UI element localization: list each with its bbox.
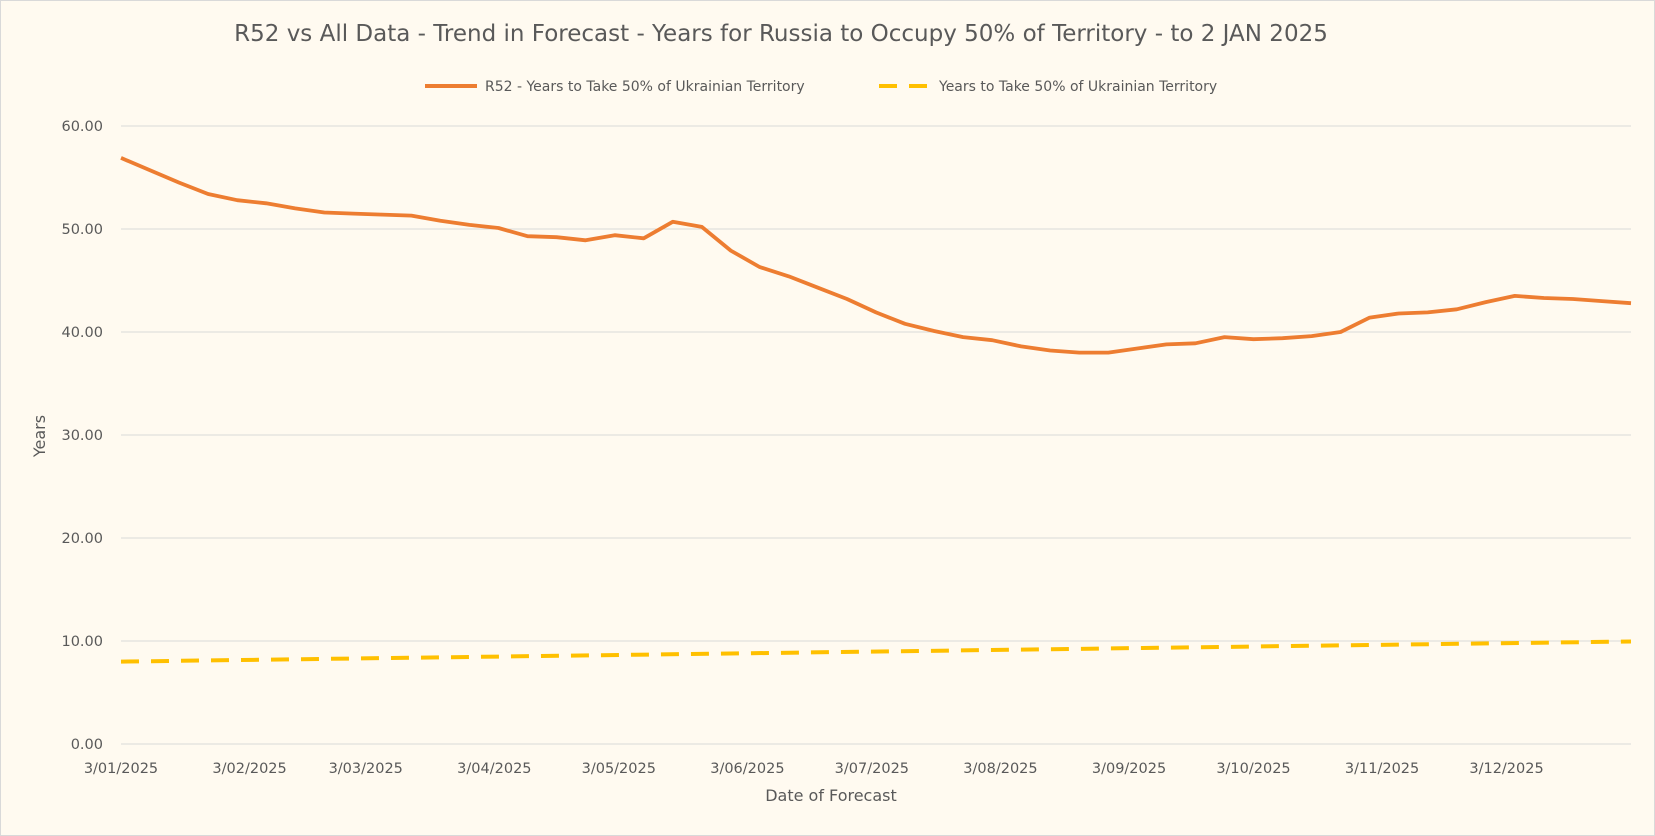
y-axis-ticks: 0.00 10.00 20.00 30.00 40.00 50.00 60.00 [61,119,103,753]
x-tick-label: 3/02/2025 [212,761,286,777]
x-tick-label: 3/09/2025 [1092,761,1166,777]
y-tick-label: 20.00 [61,531,103,547]
y-axis-title: Years [30,415,49,458]
y-tick-label: 0.00 [71,737,103,753]
x-tick-label: 3/01/2025 [84,761,158,777]
x-axis-ticks: 3/01/2025 3/02/2025 3/03/2025 3/04/2025 3/05… [84,761,1544,777]
chart-title: R52 vs All Data - Trend in Forecast - Ye… [234,21,1328,47]
series-lines [120,156,1632,664]
x-tick-label: 3/08/2025 [963,761,1037,777]
gridlines [121,125,1631,745]
y-tick-label: 40.00 [61,325,103,341]
legend-label: Years to Take 50% of Ukrainian Territory [938,79,1217,95]
y-tick-label: 10.00 [61,634,103,650]
x-tick-label: 3/03/2025 [329,761,403,777]
y-tick-label: 60.00 [61,119,103,135]
y-tick-label: 50.00 [61,222,103,238]
legend-label: R52 - Years to Take 50% of Ukrainian Ter… [485,79,805,95]
x-tick-label: 3/12/2025 [1469,761,1543,777]
y-tick-label: 30.00 [61,428,103,444]
x-tick-label: 3/06/2025 [710,761,784,777]
x-tick-label: 3/11/2025 [1345,761,1419,777]
series-line-r52 [120,156,1632,355]
legend: R52 - Years to Take 50% of Ukrainian Ter… [425,79,1217,95]
x-tick-label: 3/07/2025 [835,761,909,777]
x-tick-label: 3/05/2025 [582,761,656,777]
x-tick-label: 3/04/2025 [457,761,531,777]
x-axis-title: Date of Forecast [765,786,897,805]
x-tick-label: 3/10/2025 [1216,761,1290,777]
series-line-all-data [120,639,1632,664]
